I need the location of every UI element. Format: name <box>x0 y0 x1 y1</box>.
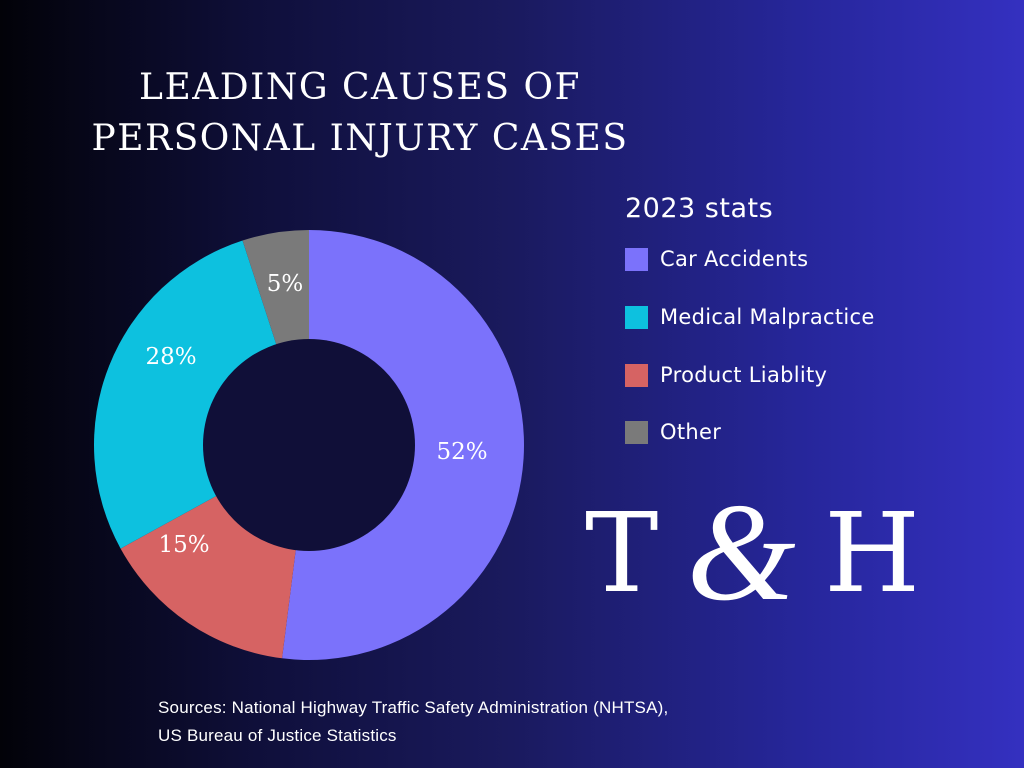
legend-swatch <box>625 363 648 387</box>
sources-line-1: Sources: National Highway Traffic Safety… <box>158 698 669 717</box>
title-line-1: LEADING CAUSES OF <box>139 67 581 108</box>
legend-label: Other <box>660 420 722 444</box>
legend-swatch <box>625 420 648 444</box>
legend-label: Car Accidents <box>660 247 809 271</box>
legend-label: Medical Malpractice <box>660 305 875 329</box>
logo-letter-h: H <box>824 489 920 617</box>
donut-hole <box>203 339 415 551</box>
legend-item-medical-malpractice: Medical Malpractice <box>625 305 875 329</box>
legend: 2023 stats Car Accidents Medical Malprac… <box>625 193 875 478</box>
legend-item-other: Other <box>625 420 875 444</box>
legend-item-product-liability: Product Liablity <box>625 363 875 387</box>
chart-title: LEADING CAUSES OF PERSONAL INJURY CASES <box>60 62 660 164</box>
slice-label-other: 5% <box>267 271 304 297</box>
legend-item-car-accidents: Car Accidents <box>625 247 875 271</box>
sources-line-2: US Bureau of Justice Statistics <box>158 726 397 745</box>
sources-note: Sources: National Highway Traffic Safety… <box>158 694 668 750</box>
logo-letter-t: T <box>585 489 659 617</box>
slice-label-car-accidents: 52% <box>436 439 487 465</box>
brand-logo: T & H <box>585 478 920 628</box>
title-line-2: PERSONAL INJURY CASES <box>91 118 629 159</box>
legend-swatch <box>625 305 648 329</box>
legend-label: Product Liablity <box>660 363 828 387</box>
legend-swatch <box>625 247 648 271</box>
slice-label-medical-malpractice: 28% <box>145 344 196 370</box>
legend-title: 2023 stats <box>625 193 774 224</box>
logo-ampersand: & <box>686 475 796 630</box>
slice-label-product-liability: 15% <box>158 532 209 558</box>
